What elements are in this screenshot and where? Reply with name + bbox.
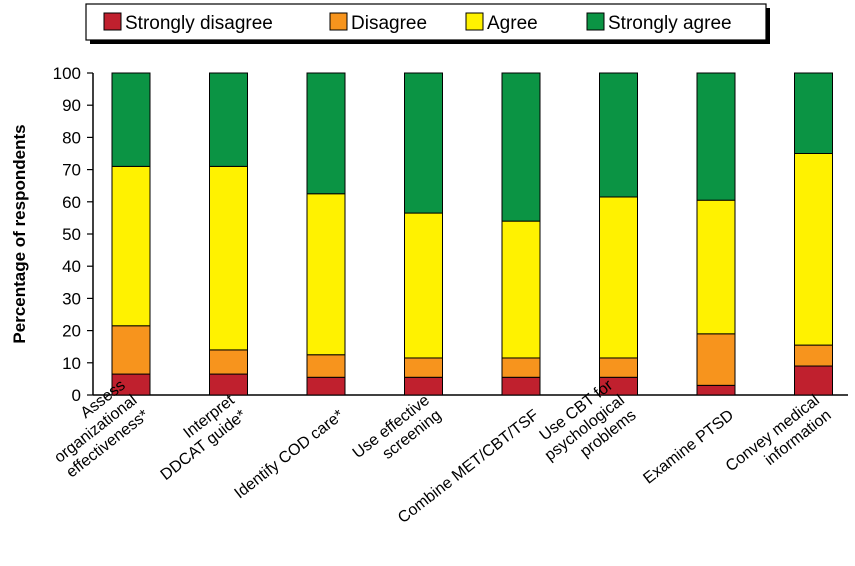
y-tick-label: 40	[62, 257, 81, 276]
legend-swatch	[465, 12, 484, 31]
bar-segment	[501, 72, 541, 222]
bar-segment	[404, 72, 443, 214]
bar-segment	[696, 384, 736, 396]
bar-segment	[404, 212, 443, 359]
bar-segment	[794, 344, 833, 367]
y-tick-label: 100	[53, 64, 81, 83]
y-tick-label: 30	[62, 289, 81, 308]
bar-segment	[111, 165, 151, 327]
y-tick-label: 10	[62, 354, 81, 373]
bar-segment	[696, 333, 736, 386]
bar-segment	[501, 220, 541, 359]
bars	[111, 72, 833, 396]
y-tick-label: 50	[62, 225, 81, 244]
y-axis-label: Percentage of respondents	[10, 124, 29, 343]
bar-segment	[111, 325, 151, 375]
legend: Strongly disagree Disagree Agree Strongly a…	[85, 3, 770, 44]
bar-segment	[306, 376, 346, 396]
bar-segment	[696, 72, 736, 201]
y-tick-label: 20	[62, 322, 81, 341]
bar-segment	[599, 357, 638, 378]
bar-segment	[306, 72, 346, 195]
bar-segment	[501, 376, 541, 396]
bar-segment	[209, 373, 248, 396]
bar-segment	[209, 165, 248, 351]
bar-segment	[794, 365, 833, 396]
x-tick-label: Identify COD care*	[232, 407, 348, 503]
legend-entry: Agree	[487, 13, 538, 34]
bar-segment	[404, 376, 443, 396]
bar-segment	[599, 196, 638, 359]
bar-segment	[599, 72, 638, 198]
bar-segment	[696, 199, 736, 335]
x-tick-label: InterpretDDCAT guide*	[146, 391, 250, 483]
bar-segment	[501, 357, 541, 378]
x-tick-label: Convey medicalinformation	[723, 392, 835, 490]
y-tick-label: 90	[62, 96, 81, 115]
legend-entry: Strongly agree	[608, 13, 732, 34]
y-tick-label: 70	[62, 161, 81, 180]
bar-segment	[794, 72, 833, 154]
x-tick-label: Use effectivescreening	[350, 392, 445, 477]
bar-segment	[794, 153, 833, 346]
bar-segment	[209, 349, 248, 375]
x-tick-label: Examine PTSD	[640, 407, 737, 488]
y-tick-label: 80	[62, 128, 81, 147]
x-axis-labels: Assessorganizationaleffectiveness* Interp…	[51, 376, 835, 526]
bar-segment	[111, 72, 151, 167]
legend-box	[85, 3, 767, 41]
bar-segment	[306, 354, 346, 378]
legend-entry: Disagree	[351, 13, 427, 34]
bar-segment	[209, 72, 248, 167]
bar-segment	[306, 193, 346, 356]
legend-swatch	[586, 12, 605, 31]
y-tick-label: 0	[72, 386, 81, 405]
legend-swatch	[329, 12, 348, 31]
legend-swatch	[103, 12, 122, 31]
legend-entry: Strongly disagree	[125, 13, 273, 34]
y-tick-label: 60	[62, 193, 81, 212]
bar-segment	[404, 357, 443, 378]
